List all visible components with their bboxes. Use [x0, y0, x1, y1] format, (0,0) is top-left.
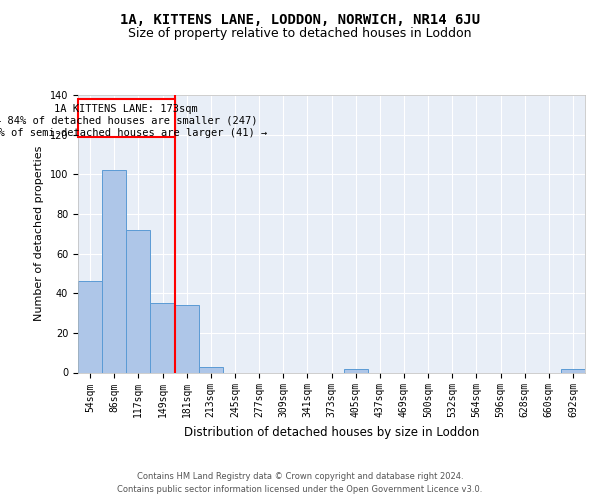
- Text: Contains HM Land Registry data © Crown copyright and database right 2024.: Contains HM Land Registry data © Crown c…: [137, 472, 463, 481]
- Bar: [175, 305, 199, 372]
- Text: ← 84% of detached houses are smaller (247): ← 84% of detached houses are smaller (24…: [0, 116, 257, 126]
- Text: Size of property relative to detached houses in Loddon: Size of property relative to detached ho…: [128, 28, 472, 40]
- Text: 14% of semi-detached houses are larger (41) →: 14% of semi-detached houses are larger (…: [0, 128, 267, 138]
- Bar: [561, 368, 585, 372]
- Bar: [102, 170, 126, 372]
- Bar: [199, 366, 223, 372]
- Text: Contains public sector information licensed under the Open Government Licence v3: Contains public sector information licen…: [118, 485, 482, 494]
- FancyBboxPatch shape: [78, 99, 175, 136]
- Bar: [344, 368, 368, 372]
- Y-axis label: Number of detached properties: Number of detached properties: [34, 146, 44, 322]
- Text: 1A, KITTENS LANE, LODDON, NORWICH, NR14 6JU: 1A, KITTENS LANE, LODDON, NORWICH, NR14 …: [120, 12, 480, 26]
- X-axis label: Distribution of detached houses by size in Loddon: Distribution of detached houses by size …: [184, 426, 479, 439]
- Bar: [78, 282, 102, 372]
- Bar: [126, 230, 151, 372]
- Text: 1A KITTENS LANE: 173sqm: 1A KITTENS LANE: 173sqm: [55, 104, 198, 114]
- Bar: [151, 303, 175, 372]
